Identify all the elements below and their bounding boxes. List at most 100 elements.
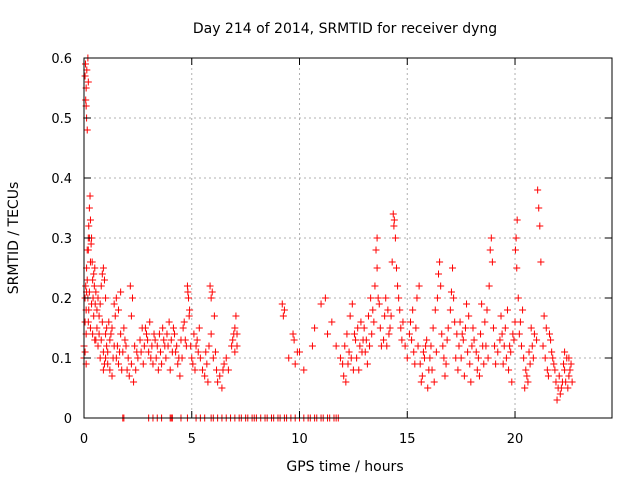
data-point <box>105 318 113 326</box>
data-point <box>218 384 226 392</box>
data-point <box>502 354 510 362</box>
data-point <box>510 336 518 344</box>
data-point <box>371 282 379 290</box>
data-point <box>203 360 211 368</box>
data-point <box>523 372 531 380</box>
data-point <box>429 324 437 332</box>
data-point <box>102 294 110 302</box>
data-point <box>478 300 486 308</box>
data-point <box>396 306 404 314</box>
data-point <box>340 372 348 380</box>
data-point <box>481 318 489 326</box>
data-point <box>561 348 569 356</box>
data-point <box>477 330 485 338</box>
data-point <box>515 330 523 338</box>
data-point <box>184 288 192 296</box>
data-point <box>233 330 241 338</box>
data-point <box>206 282 214 290</box>
data-point <box>405 330 413 338</box>
data-point <box>222 354 230 362</box>
data-point <box>125 372 133 380</box>
data-point <box>491 342 499 350</box>
data-point <box>431 306 439 314</box>
data-point <box>565 372 573 380</box>
data-point <box>142 330 150 338</box>
data-point <box>567 360 575 368</box>
data-point <box>191 366 199 374</box>
data-point <box>231 324 239 332</box>
data-point <box>205 342 213 350</box>
data-point <box>148 342 156 350</box>
data-point <box>366 342 374 350</box>
data-point <box>389 210 397 218</box>
data-point <box>503 306 511 314</box>
data-point <box>317 300 325 308</box>
data-point <box>97 282 105 290</box>
data-point <box>546 330 554 338</box>
data-point <box>171 330 179 338</box>
data-point <box>94 294 102 302</box>
data-point <box>280 306 288 314</box>
data-point <box>328 318 336 326</box>
data-point <box>350 330 358 338</box>
data-point <box>534 186 542 194</box>
data-point <box>210 312 218 320</box>
data-point <box>83 126 91 134</box>
data-point <box>194 348 202 356</box>
data-point <box>151 336 159 344</box>
data-point <box>118 366 126 374</box>
data-point <box>496 336 504 344</box>
data-point <box>311 324 319 332</box>
data-point <box>300 366 308 374</box>
data-point <box>207 294 215 302</box>
data-point <box>549 354 557 362</box>
data-point <box>106 366 114 374</box>
data-point <box>122 342 130 350</box>
data-point <box>368 330 376 338</box>
data-point <box>489 324 497 332</box>
data-point <box>484 354 492 362</box>
y-tick-label: 0.5 <box>51 112 72 127</box>
data-point <box>466 360 474 368</box>
data-point <box>383 342 391 350</box>
data-point <box>202 348 210 356</box>
data-point <box>511 246 519 254</box>
data-point <box>498 330 506 338</box>
data-point <box>408 336 416 344</box>
data-point <box>139 360 147 368</box>
data-point <box>390 222 398 230</box>
data-point <box>296 348 304 356</box>
data-point <box>86 216 94 224</box>
data-point <box>291 360 299 368</box>
data-point <box>543 366 551 374</box>
data-point <box>157 348 165 356</box>
data-point <box>121 336 129 344</box>
data-point <box>426 354 434 362</box>
data-point <box>449 264 457 272</box>
data-point <box>341 342 349 350</box>
data-point <box>117 288 125 296</box>
data-point <box>84 78 92 86</box>
data-point <box>438 330 446 338</box>
data-point <box>152 354 160 362</box>
data-point <box>355 366 363 374</box>
data-point <box>352 336 360 344</box>
data-point <box>207 330 215 338</box>
data-point <box>373 234 381 242</box>
data-point <box>415 282 423 290</box>
data-point <box>166 366 174 374</box>
data-point <box>439 342 447 350</box>
data-point <box>90 282 98 290</box>
data-points <box>80 54 576 422</box>
data-point <box>183 282 191 290</box>
data-point <box>423 336 431 344</box>
data-point <box>508 378 516 386</box>
data-point <box>182 342 190 350</box>
data-point <box>547 336 555 344</box>
data-point <box>174 360 182 368</box>
data-point <box>388 258 396 266</box>
data-point <box>483 306 491 314</box>
data-point <box>85 222 93 230</box>
